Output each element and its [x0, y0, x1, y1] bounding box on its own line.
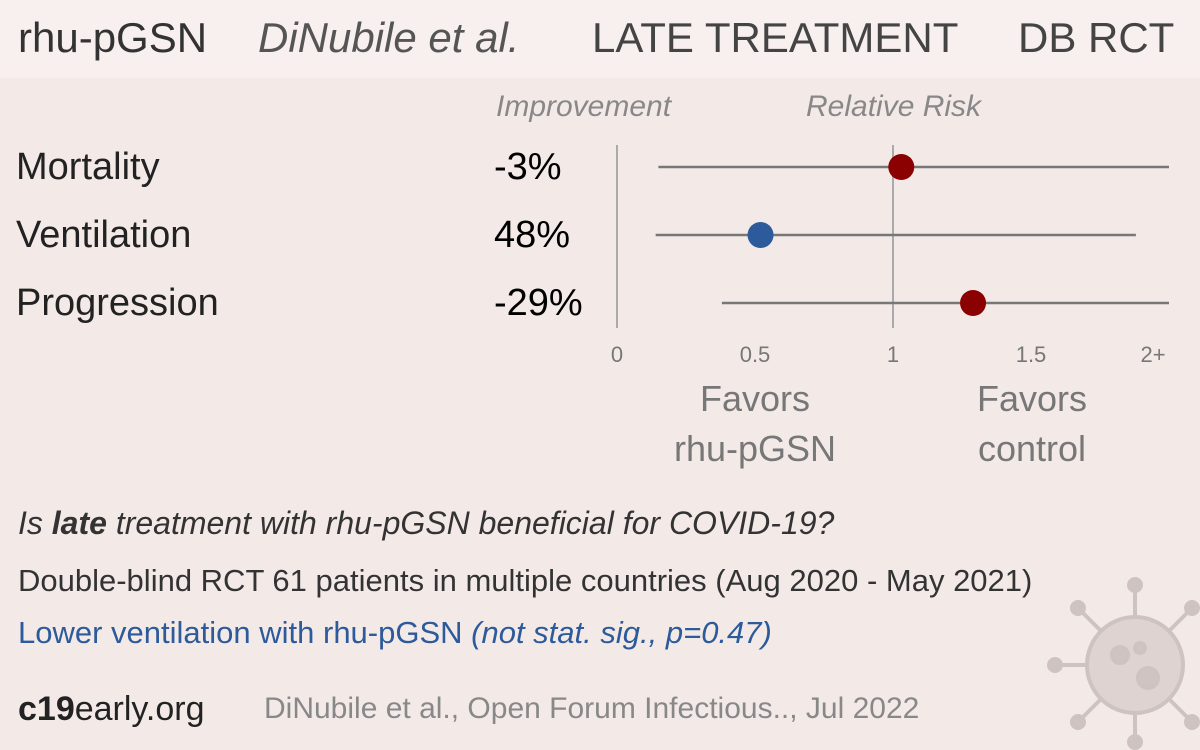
treatment-name: rhu-pGSN [18, 14, 208, 61]
outcome-name-progression: Progression [16, 282, 219, 324]
site-bold: c19 [18, 690, 75, 728]
favors-control-label: Favors control [902, 374, 1162, 474]
improvement-column-header: Improvement [496, 90, 672, 123]
tick-label-2: 1 [887, 342, 899, 367]
rr-point-mortality [888, 154, 915, 180]
outcome-name-ventilation: Ventilation [16, 214, 192, 256]
site-link[interactable]: c19early.org [18, 690, 205, 729]
improvement-mortality: -3% [494, 146, 562, 188]
improvement-ventilation: 48% [494, 214, 571, 256]
virus-icon [1047, 577, 1200, 750]
favors-treatment-line1: Favors [699, 378, 811, 419]
summary-design: Double-blind RCT 61 patients in multiple… [18, 563, 1033, 598]
header-bar: rhu-pGSN DiNubile et al. LATE TREATMENT … [0, 0, 1200, 78]
tick-label-4: 2+ [1140, 342, 1165, 367]
treatment-stage: LATE TREATMENT [592, 14, 959, 61]
favors-control-line2: control [977, 428, 1087, 469]
rr-point-ventilation [747, 222, 774, 248]
result-note: (not stat. sig., p=0.47) [471, 615, 772, 650]
tick-label-3: 1.5 [1016, 342, 1047, 367]
favors-treatment-line2: rhu-pGSN [673, 428, 837, 469]
favors-control-line1: Favors [976, 378, 1088, 419]
favors-treatment-label: Favors rhu-pGSN [625, 374, 885, 474]
relative-risk-column-header: Relative Risk [806, 90, 982, 123]
summary-question: Is late treatment with rhu-pGSN benefici… [18, 505, 834, 542]
study-design-badge: DB RCT [1018, 14, 1175, 61]
rr-point-progression [960, 290, 987, 316]
outcome-name-mortality: Mortality [16, 146, 160, 188]
study-authors: DiNubile et al. [258, 14, 520, 61]
forest-plot: 0 0.5 1 1.5 2+ [611, 145, 1169, 367]
citation: DiNubile et al., Open Forum Infectious..… [264, 692, 920, 725]
tick-label-1: 0.5 [740, 342, 771, 367]
question-prefix: Is [18, 505, 52, 541]
improvement-progression: -29% [494, 282, 583, 324]
result-main: Lower ventilation with rhu-pGSN [18, 615, 472, 650]
site-rest: early.org [74, 690, 205, 728]
summary-result: Lower ventilation with rhu-pGSN (not sta… [18, 615, 772, 651]
question-rest: treatment with rhu-pGSN beneficial for C… [106, 505, 835, 541]
tick-label-0: 0 [611, 342, 623, 367]
question-stage: late [51, 505, 107, 541]
